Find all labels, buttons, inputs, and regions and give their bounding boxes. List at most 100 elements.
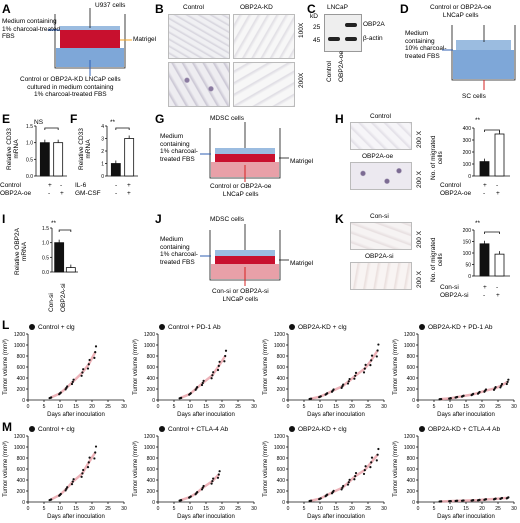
data-point xyxy=(310,499,313,502)
trend-band xyxy=(310,349,379,401)
x-axis-label: Days after inoculation xyxy=(437,514,495,520)
i-x2: OBP2A-si xyxy=(60,283,67,312)
data-point xyxy=(201,381,204,385)
data-point xyxy=(210,377,213,380)
e-row1: Control xyxy=(0,182,21,189)
data-point xyxy=(59,391,62,394)
x-axis-label: Days after inoculation xyxy=(177,412,235,418)
sig-bracket xyxy=(58,229,72,232)
b-col1: Control xyxy=(183,4,204,11)
data-point xyxy=(346,483,350,486)
x-tick-label: 20 xyxy=(89,404,95,410)
data-point xyxy=(354,371,358,374)
y-tick-label: 1200 xyxy=(14,332,25,338)
chart-m2: Control + CTLA-4 Ab020040060080010001200… xyxy=(133,426,257,520)
data-point xyxy=(370,359,373,362)
data-point xyxy=(71,380,74,383)
chart-l2: Control + PD-1 Ab 0 200 400 600 800 1000 1200 0 5… xyxy=(133,324,257,418)
y-tick-label: 600 xyxy=(17,467,26,473)
f-s2: + xyxy=(127,182,131,189)
chart-f: 0 1 2 3 4 xyxy=(101,124,138,180)
f-row2: GM-CSF xyxy=(75,190,101,197)
a-bottom-label: Control or OBP2A-KD LNCaP cells cultured… xyxy=(20,76,121,98)
y-tick-label: 100 xyxy=(463,251,472,257)
x-axis-label: Days after inoculation xyxy=(437,412,495,418)
data-point xyxy=(332,388,335,391)
x-tick-label: 5 xyxy=(303,404,306,410)
x-tick-label: 20 xyxy=(479,506,485,512)
data-point xyxy=(478,498,481,501)
data-point xyxy=(340,488,343,491)
y-tick-label: 600 xyxy=(277,365,286,371)
y-tick-label: 600 xyxy=(407,467,416,473)
data-point xyxy=(201,486,204,489)
data-point xyxy=(319,395,322,398)
f-sig: ** xyxy=(110,119,116,126)
y-tick-label: 1200 xyxy=(144,332,155,338)
c-band1: OBP2A xyxy=(363,21,385,28)
x-tick-label: 15 xyxy=(73,404,79,410)
data-point xyxy=(211,480,214,483)
y-tick-label: 1000 xyxy=(404,445,415,451)
y-tick-label: 0 xyxy=(468,274,471,280)
y-tick-label: 800 xyxy=(407,354,416,360)
bar xyxy=(479,243,490,277)
h-s3: - xyxy=(483,190,486,197)
data-point xyxy=(200,488,204,491)
x-tick-label: 15 xyxy=(333,506,339,512)
data-point xyxy=(456,499,459,502)
bar xyxy=(479,161,490,177)
data-point xyxy=(224,354,227,358)
data-point xyxy=(500,382,504,386)
y-tick-label: 1200 xyxy=(14,434,25,440)
x-tick-label: 15 xyxy=(463,506,469,512)
x-tick-label: 10 xyxy=(187,404,193,410)
x-tick-label: 30 xyxy=(121,404,127,410)
sig-bracket xyxy=(115,127,130,130)
y-tick-label: 1 xyxy=(101,162,104,168)
h-image-control xyxy=(350,122,412,150)
x-tick-label: 20 xyxy=(219,506,225,512)
h-row2: OBP2A-oe xyxy=(440,190,472,197)
y-tick-label: 800 xyxy=(17,456,26,462)
x-tick-label: 25 xyxy=(235,404,241,410)
data-point xyxy=(70,382,74,386)
x-tick-label: 15 xyxy=(333,404,339,410)
x-tick-label: 15 xyxy=(73,506,79,512)
y-tick-label: 1000 xyxy=(274,343,285,349)
data-point xyxy=(87,363,90,366)
series-marker xyxy=(29,426,35,432)
y-tick-label: 400 xyxy=(17,478,26,484)
k-s1: + xyxy=(483,284,487,291)
c-blot xyxy=(324,14,362,52)
data-point xyxy=(370,354,374,357)
b-row2: 200X xyxy=(298,72,305,88)
data-point xyxy=(363,367,366,370)
x-tick-label: 10 xyxy=(57,506,63,512)
x-tick-label: 20 xyxy=(479,404,485,410)
y-tick-label: 0.5 xyxy=(42,255,49,261)
data-point xyxy=(364,465,367,468)
sig-bracket xyxy=(484,231,500,234)
h-image-oe xyxy=(350,162,412,190)
x-tick-label: 25 xyxy=(495,404,501,410)
data-point xyxy=(363,469,366,472)
y-tick-label: 400 xyxy=(407,376,416,382)
y-tick-label: 800 xyxy=(147,354,156,360)
panel-label-m: M xyxy=(2,420,12,434)
data-point xyxy=(66,486,69,489)
b-image-kd-200x xyxy=(233,62,295,107)
x-tick-label: 30 xyxy=(511,506,517,512)
data-point xyxy=(180,396,183,399)
y-tick-label: 800 xyxy=(277,456,286,462)
data-point xyxy=(353,478,356,481)
x-tick-label: 5 xyxy=(173,506,176,512)
y-tick-label: 1200 xyxy=(274,434,285,440)
h-mag2: 200 X xyxy=(416,171,423,188)
transwell-diagram-j xyxy=(200,224,289,286)
data-point xyxy=(66,385,69,388)
data-point xyxy=(506,380,509,383)
f-ylabel: Relative CD33 mRNA xyxy=(78,128,92,170)
y-tick-label: 400 xyxy=(277,478,286,484)
chart-l4: OBP2A-KD + PD-1 Ab 0 200 400 600 800 1000 1200 0… xyxy=(393,324,517,418)
